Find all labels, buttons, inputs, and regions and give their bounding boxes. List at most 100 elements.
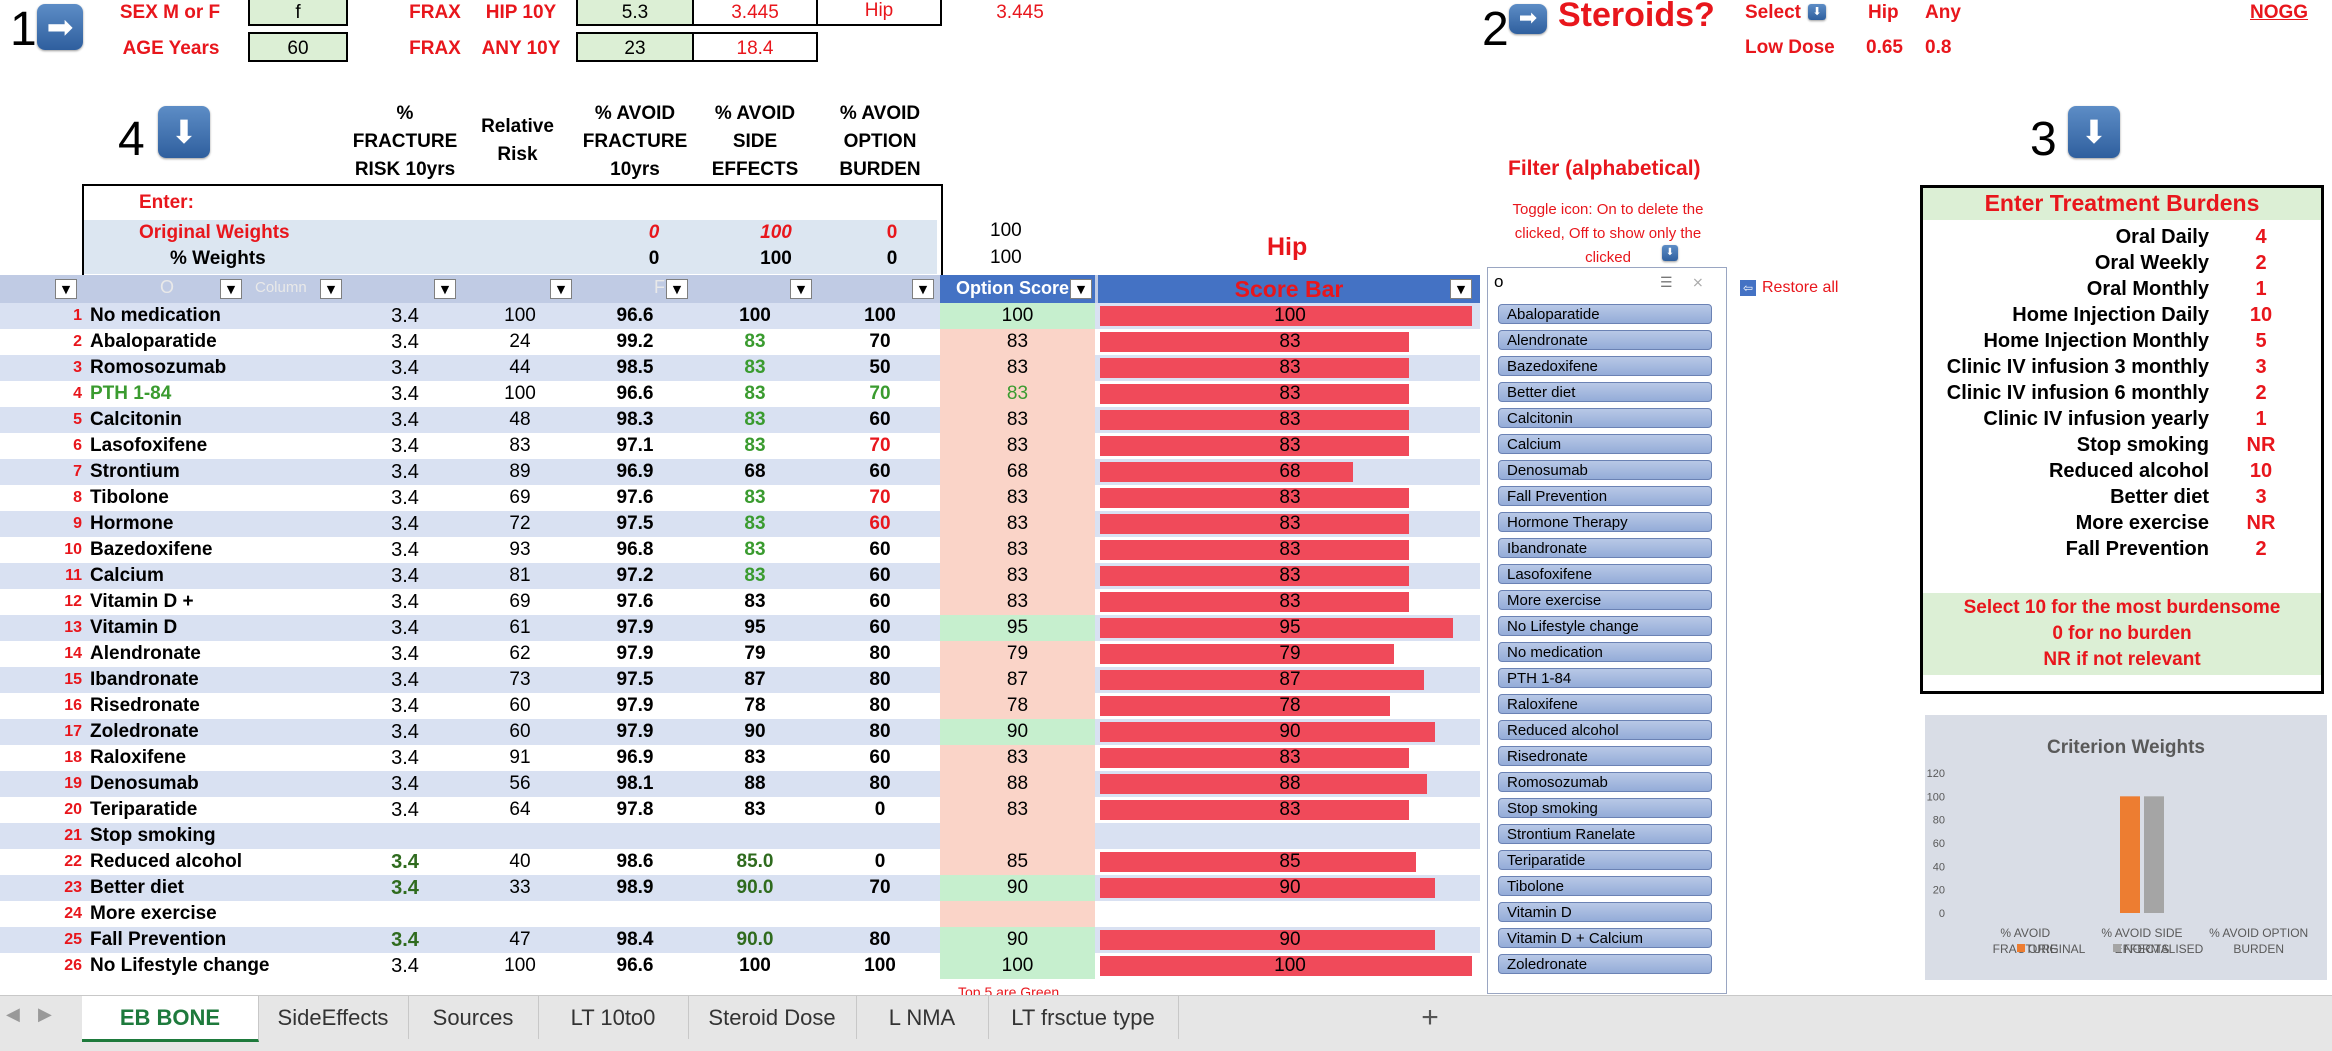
add-sheet-button[interactable]: + [1421,1001,1439,1034]
arrow-right-icon[interactable]: ➡ [37,4,83,50]
slicer-item[interactable]: Tibolone [1498,876,1712,896]
sheet-tab[interactable]: EB BONE [82,996,259,1042]
slicer-item[interactable]: Raloxifene [1498,694,1712,714]
table-row[interactable]: 26 No Lifestyle change 3.4 100 96.6 100 100 100… [0,953,1480,979]
burden-value[interactable]: 1 [2255,408,2267,430]
burden-value[interactable]: 2 [2255,538,2267,560]
table-row[interactable]: 13 Vitamin D 3.4 61 97.9 95 60 95 95 [0,615,1480,641]
tab-scroll-right-icon[interactable]: ▶ [38,1004,52,1024]
table-row[interactable]: 18 Raloxifene 3.4 91 96.9 83 60 83 83 [0,745,1480,771]
table-row[interactable]: 17 Zoledronate 3.4 60 97.9 90 80 90 90 [0,719,1480,745]
filter-dropdown-icon[interactable]: ▼ [666,279,688,299]
slicer-item[interactable]: PTH 1-84 [1498,668,1712,688]
table-row[interactable]: 22 Reduced alcohol 3.4 40 98.6 85.0 0 85 85 [0,849,1480,875]
table-row[interactable]: 10 Bazedoxifene 3.4 93 96.8 83 60 83 83 [0,537,1480,563]
slicer-item[interactable]: Better diet [1498,382,1712,402]
table-row[interactable]: 4 PTH 1-84 3.4 100 96.6 83 70 83 83 [0,381,1480,407]
table-row[interactable]: 3 Romosozumab 3.4 44 98.5 83 50 83 83 [0,355,1480,381]
arrow-down-icon[interactable]: ⬇ [2068,106,2120,158]
table-row[interactable]: 2 Abaloparatide 3.4 24 99.2 83 70 83 83 [0,329,1480,355]
slicer-item[interactable]: Zoledronate [1498,954,1712,974]
burden-value[interactable]: 3 [2255,486,2267,508]
tab-scroll-left-icon[interactable]: ◀ [6,1004,20,1024]
slicer-item[interactable]: Vitamin D + Calcium [1498,928,1712,948]
slicer-item[interactable]: Calcium [1498,434,1712,454]
table-row[interactable]: 8 Tibolone 3.4 69 97.6 83 70 83 83 [0,485,1480,511]
slicer-item[interactable]: No medication [1498,642,1712,662]
burden-value[interactable]: NR [2246,512,2276,534]
sheet-tab[interactable]: Steroid Dose [688,996,857,1039]
filter-dropdown-icon[interactable]: ▼ [912,279,934,299]
table-row[interactable]: 11 Calcium 3.4 81 97.2 83 60 83 83 [0,563,1480,589]
filter-dropdown-icon[interactable]: ▼ [320,279,342,299]
table-row[interactable]: 1 No medication 3.4 100 96.6 100 100 100 100 [0,303,1480,329]
slicer-item[interactable]: Fall Prevention [1498,486,1712,506]
burden-value[interactable]: 4 [2255,226,2267,248]
slicer-item[interactable]: Hormone Therapy [1498,512,1712,532]
multi-select-icon[interactable]: ☰ [1660,274,1673,290]
hip-select[interactable]: Hip [816,0,942,26]
arrow-down-icon[interactable]: ⬇ [1662,245,1678,261]
table-row[interactable]: 12 Vitamin D + 3.4 69 97.6 83 60 83 83 [0,589,1480,615]
burden-value[interactable]: 3 [2255,356,2267,378]
filter-dropdown-icon[interactable]: ▼ [220,279,242,299]
burden-value[interactable]: 1 [2255,278,2267,300]
arrow-down-icon[interactable]: ⬇ [158,106,210,158]
slicer-item[interactable]: Reduced alcohol [1498,720,1712,740]
burden-value[interactable]: 10 [2249,460,2273,482]
filter-dropdown-icon[interactable]: ▼ [550,279,572,299]
table-row[interactable]: 5 Calcitonin 3.4 48 98.3 83 60 83 83 [0,407,1480,433]
table-row[interactable]: 16 Risedronate 3.4 60 97.9 78 80 78 78 [0,693,1480,719]
table-row[interactable]: 25 Fall Prevention 3.4 47 98.4 90.0 80 90 90 [0,927,1480,953]
sheet-tab[interactable]: LT frsctue type [988,996,1179,1039]
table-row[interactable]: 21 Stop smoking [0,823,1480,849]
arrow-right-icon[interactable]: ➡ [1509,4,1547,34]
sheet-tab[interactable]: SideEffects [258,996,409,1039]
clear-filter-icon[interactable]: ⨯ [1692,274,1704,290]
slicer-item[interactable]: Calcitonin [1498,408,1712,428]
original-weight-fracture[interactable]: 0 [648,222,660,243]
slicer-item[interactable]: Risedronate [1498,746,1712,766]
table-row[interactable]: 7 Strontium 3.4 89 96.9 68 60 68 68 [0,459,1480,485]
table-row[interactable]: 6 Lasofoxifene 3.4 83 97.1 83 70 83 83 [0,433,1480,459]
sheet-tab[interactable]: LT 10to0 [538,996,689,1039]
table-row[interactable]: 23 Better diet 3.4 33 98.9 90.0 70 90 90 [0,875,1480,901]
hip10y-input[interactable]: 5.3 [576,0,694,26]
nogg-link[interactable]: NOGG [2250,2,2309,23]
slicer-search[interactable]: o [1494,272,1504,291]
burden-value[interactable]: 5 [2255,330,2267,352]
any10y-input[interactable]: 23 [576,32,694,62]
slicer-item[interactable]: Abaloparatide [1498,304,1712,324]
sex-input[interactable]: f [248,0,348,26]
table-row[interactable]: 24 More exercise [0,901,1480,927]
slicer-item[interactable]: Bazedoxifene [1498,356,1712,376]
age-input[interactable]: 60 [248,32,348,62]
table-row[interactable]: 9 Hormone 3.4 72 97.5 83 60 83 83 [0,511,1480,537]
slicer-item[interactable]: More exercise [1498,590,1712,610]
slicer-item[interactable]: Vitamin D [1498,902,1712,922]
sheet-tab[interactable]: Sources [408,996,539,1039]
restore-icon[interactable]: ⇦ [1740,280,1756,296]
filter-dropdown-icon[interactable]: ▼ [1450,279,1472,299]
filter-dropdown-icon[interactable]: ▼ [434,279,456,299]
filter-dropdown-icon[interactable]: ▼ [55,279,77,299]
slicer-item[interactable]: Ibandronate [1498,538,1712,558]
slicer-item[interactable]: Romosozumab [1498,772,1712,792]
table-row[interactable]: 19 Denosumab 3.4 56 98.1 88 80 88 88 [0,771,1480,797]
burden-value[interactable]: 2 [2255,252,2267,274]
restore-all-link[interactable]: Restore all [1762,279,1839,296]
sheet-tab[interactable]: L NMA [856,996,989,1039]
table-row[interactable]: 20 Teriparatide 3.4 64 97.8 83 0 83 83 [0,797,1480,823]
original-weight-side-effects[interactable]: 100 [760,222,792,243]
filter-dropdown-icon[interactable]: ▼ [1070,279,1092,299]
table-row[interactable]: 15 Ibandronate 3.4 73 97.5 87 80 87 87 [0,667,1480,693]
filter-dropdown-icon[interactable]: ▼ [790,279,812,299]
burden-value[interactable]: NR [2246,434,2276,456]
burden-value[interactable]: 10 [2249,304,2273,326]
slicer-item[interactable]: Teriparatide [1498,850,1712,870]
arrow-down-icon[interactable]: ⬇ [1808,4,1826,20]
table-row[interactable]: 14 Alendronate 3.4 62 97.9 79 80 79 79 [0,641,1480,667]
slicer-item[interactable]: Alendronate [1498,330,1712,350]
slicer-item[interactable]: No Lifestyle change [1498,616,1712,636]
slicer-item[interactable]: Stop smoking [1498,798,1712,818]
